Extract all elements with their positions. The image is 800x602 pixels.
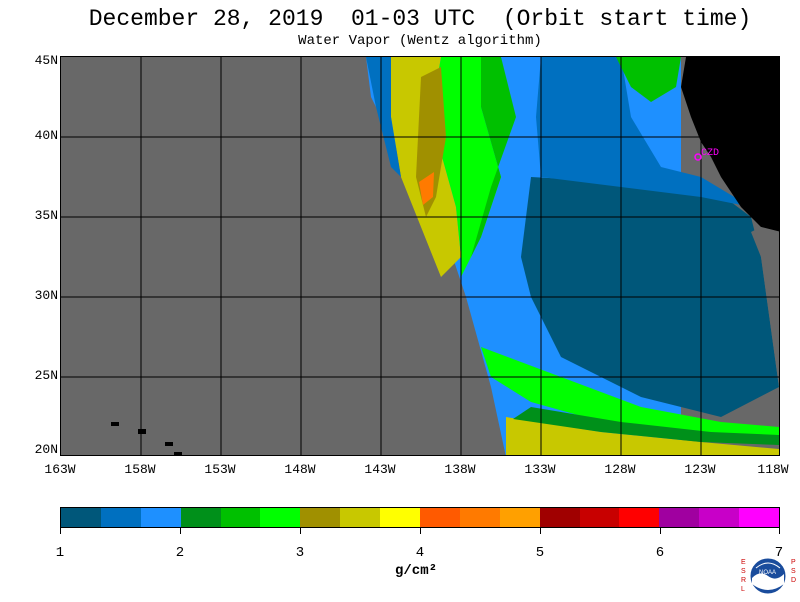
lat-label-40n: 40N	[34, 128, 58, 143]
colorbar-segment	[380, 508, 421, 527]
station-label: CZD	[701, 148, 719, 159]
colorbar-segment	[579, 508, 620, 527]
land-nodata	[751, 227, 779, 387]
colorbar-segment	[61, 508, 101, 527]
lat-label-45n: 45N	[34, 53, 58, 68]
colorbar-label-5: 5	[535, 545, 545, 561]
colorbar-label-7: 7	[774, 545, 784, 561]
lon-label-143w: 143W	[364, 462, 396, 477]
logo-name: NOAA	[759, 570, 776, 576]
colorbar-segment	[300, 508, 341, 527]
southern-band-darkgreen	[513, 407, 779, 445]
lat-label-30n: 30N	[34, 288, 58, 303]
lat-label-20n: 20N	[34, 442, 58, 457]
colorbar-tick-7	[779, 528, 780, 534]
lon-label-158w: 158W	[124, 462, 156, 477]
lon-label-118w: 118W	[757, 462, 789, 477]
lat-label-35n: 35N	[34, 208, 58, 223]
colorbar-unit: g/cm²	[395, 563, 438, 579]
map-layers: CZD	[61, 57, 779, 455]
colorbar-segment	[100, 508, 141, 527]
colorbar-segment	[140, 508, 181, 527]
colorbar-label-2: 2	[175, 545, 185, 561]
colorbar-tick-3	[300, 528, 301, 534]
colorbar-tick-2	[180, 528, 181, 534]
swath-band-mid-blue	[536, 57, 751, 207]
colorbar-tick-4	[420, 528, 421, 534]
station-marker	[694, 153, 702, 161]
lat-label-25n: 25N	[34, 368, 58, 383]
lon-label-163w: 163W	[44, 462, 76, 477]
swath-band-edge-blue	[366, 57, 401, 177]
island-kauai	[111, 422, 119, 426]
land-mass	[681, 57, 779, 232]
graticule	[61, 57, 779, 455]
colorbar-tick-5	[540, 528, 541, 534]
lon-label-138w: 138W	[444, 462, 476, 477]
colorbar-label-1: 1	[55, 545, 65, 561]
colorbar-segment	[619, 508, 660, 527]
map-title: December 28, 2019 01-03 UTC (Orbit start…	[88, 6, 752, 32]
island-oahu	[138, 429, 146, 434]
colorbar-segment	[699, 508, 740, 527]
southern-band-olive	[506, 417, 779, 455]
colorbar-segment	[220, 508, 261, 527]
colorbar-tick-6	[660, 528, 661, 534]
colorbar-tick-1	[60, 528, 61, 534]
colorbar-segment	[539, 508, 580, 527]
colorbar-segment	[659, 508, 700, 527]
colorbar-segment	[499, 508, 540, 527]
island-hawaii	[174, 452, 182, 455]
colorbar-label-6: 6	[655, 545, 665, 561]
swath-northeast-green	[616, 57, 681, 102]
lon-label-148w: 148W	[284, 462, 316, 477]
colorbar-segment	[180, 508, 221, 527]
colorbar-segment	[260, 508, 301, 527]
lon-label-123w: 123W	[684, 462, 716, 477]
colorbar-segment	[420, 508, 460, 527]
lon-label-153w: 153W	[204, 462, 236, 477]
colorbar-segment	[340, 508, 381, 527]
island-maui	[165, 442, 173, 446]
lon-label-133w: 133W	[524, 462, 556, 477]
colorbar-label-3: 3	[295, 545, 305, 561]
colorbar-segment	[459, 508, 500, 527]
colorbar	[60, 507, 780, 528]
map-subtitle: Water Vapor (Wentz algorithm)	[298, 33, 542, 49]
lon-label-128w: 128W	[604, 462, 636, 477]
colorbar-label-4: 4	[415, 545, 425, 561]
swath-peak-orange	[419, 172, 434, 205]
water-vapor-map: CZD	[60, 56, 780, 456]
colorbar-segment	[739, 508, 780, 527]
swath-band-green	[456, 57, 516, 287]
